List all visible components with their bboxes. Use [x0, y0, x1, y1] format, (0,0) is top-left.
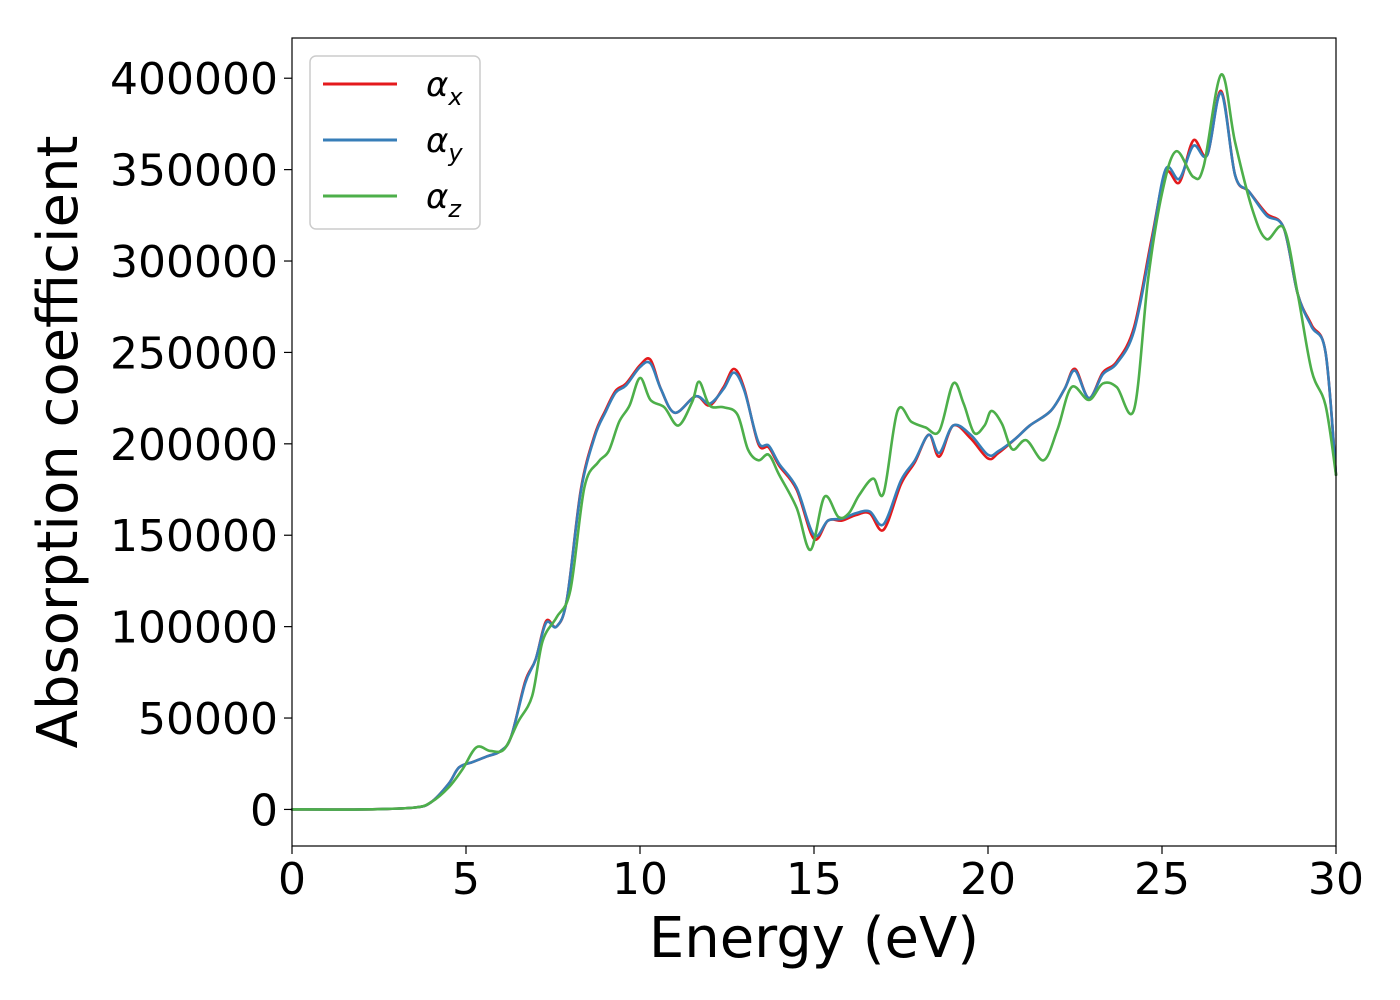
x-tick-label: 10: [612, 854, 668, 905]
y-tick-label: 350000: [110, 146, 278, 197]
y-tick-label: 250000: [110, 328, 278, 379]
x-axis-title: Energy (eV): [649, 906, 979, 971]
y-tick-label: 200000: [110, 420, 278, 471]
x-tick-label: 15: [786, 854, 842, 905]
x-axis-ticks: 0 5 10 15 20 25 30: [278, 846, 1364, 905]
legend-box: [309, 55, 481, 230]
x-tick-label: 20: [960, 854, 1016, 905]
y-tick-label: 100000: [110, 603, 278, 654]
x-tick-label: 25: [1134, 854, 1190, 905]
y-axis-ticks: 0 50000 100000 150000 200000 250000 300000 3500…: [110, 54, 292, 836]
y-tick-label: 50000: [138, 694, 278, 745]
y-tick-label: 0: [250, 785, 278, 836]
x-tick-label: 30: [1308, 854, 1364, 905]
y-axis-title: Absorption coefficient: [26, 136, 91, 749]
x-tick-label: 0: [278, 854, 306, 905]
x-tick-label: 5: [452, 854, 480, 905]
y-tick-label: 150000: [110, 511, 278, 562]
series-line-z: [290, 73, 1338, 811]
series-layer: [290, 73, 1338, 811]
y-tick-label: 300000: [110, 237, 278, 288]
y-tick-label: 400000: [110, 54, 278, 105]
legend-label-y: αy: [426, 121, 463, 167]
